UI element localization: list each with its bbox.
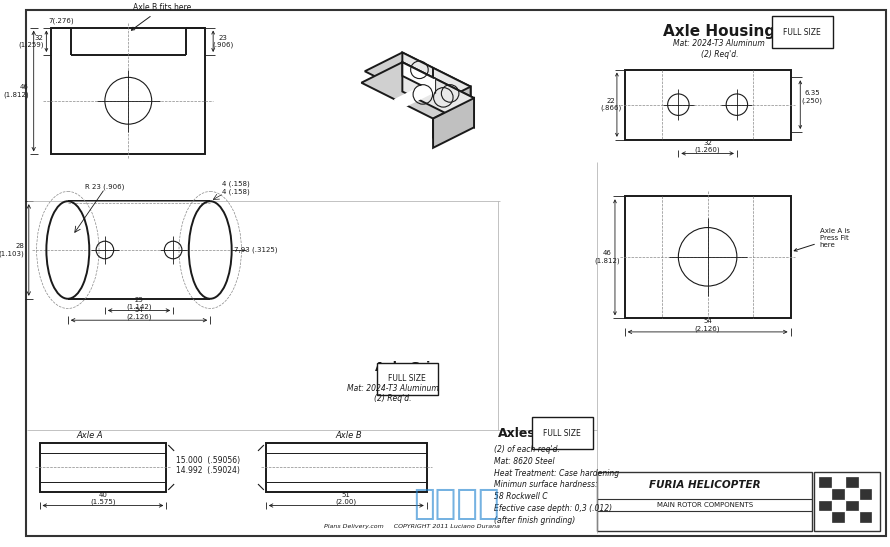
Bar	[832, 489, 844, 499]
Polygon shape	[433, 86, 471, 137]
Bar	[819, 501, 830, 510]
Text: MAIN ROTOR COMPONENTS: MAIN ROTOR COMPONENTS	[657, 502, 753, 508]
Polygon shape	[365, 53, 471, 106]
Text: 22
(.866): 22 (.866)	[601, 98, 622, 112]
Bar	[597, 473, 812, 531]
Text: 23
(.906): 23 (.906)	[213, 34, 233, 48]
Text: 4 (.158): 4 (.158)	[222, 181, 250, 187]
Bar	[846, 477, 858, 487]
Text: FULL SIZE: FULL SIZE	[388, 374, 426, 383]
Polygon shape	[433, 98, 474, 148]
Text: 32
(1.259): 32 (1.259)	[18, 34, 44, 48]
Text: 51
(2.00): 51 (2.00)	[336, 492, 357, 505]
Text: R 23 (.906): R 23 (.906)	[85, 183, 125, 190]
Text: 模友之吧: 模友之吧	[413, 487, 499, 521]
Bar	[846, 501, 858, 510]
Text: 15.000  (.59056): 15.000 (.59056)	[176, 456, 240, 465]
Text: 54
(2.126): 54 (2.126)	[695, 318, 720, 332]
Bar	[625, 196, 790, 318]
Polygon shape	[394, 79, 435, 113]
Polygon shape	[402, 62, 435, 92]
Text: FULL SIZE: FULL SIZE	[783, 27, 821, 37]
Polygon shape	[402, 53, 471, 118]
Text: Mat: 2024-T3 Aluminum
(2) Req'd.: Mat: 2024-T3 Aluminum (2) Req'd.	[347, 383, 439, 403]
Bar	[52, 27, 206, 154]
Text: Axle A: Axle A	[77, 431, 103, 440]
Bar	[860, 513, 871, 522]
Polygon shape	[402, 62, 474, 127]
Bar	[266, 443, 426, 492]
Text: 4 (.158): 4 (.158)	[222, 188, 250, 195]
Text: Mat: 2024-T3 Aluminum
(2) Req'd.: Mat: 2024-T3 Aluminum (2) Req'd.	[674, 39, 765, 59]
Text: Axle B: Axle B	[336, 431, 362, 440]
Text: 40
(1.575): 40 (1.575)	[90, 492, 116, 505]
Bar	[860, 489, 871, 499]
Text: Axles: Axles	[498, 427, 536, 440]
Text: FURIA HELICOPTER: FURIA HELICOPTER	[649, 480, 761, 490]
Text: 32
(1.260): 32 (1.260)	[695, 140, 720, 153]
Text: 14.992  (.59024): 14.992 (.59024)	[176, 466, 240, 475]
Bar	[819, 477, 830, 487]
Text: 29
(1.142): 29 (1.142)	[126, 297, 152, 310]
Bar	[39, 443, 166, 492]
Text: Axle Housing: Axle Housing	[663, 24, 775, 39]
Text: 54
(2.126): 54 (2.126)	[126, 307, 152, 320]
Text: FULL SIZE: FULL SIZE	[544, 429, 581, 438]
Text: 46
(1.812): 46 (1.812)	[4, 84, 28, 98]
Bar	[832, 513, 844, 522]
Text: (2) of each req'd.
Mat: 8620 Steel
Heat Treatment: Case hardening
Minimun surfac: (2) of each req'd. Mat: 8620 Steel Heat …	[494, 445, 619, 525]
Text: Axle A is
Press Fit
here: Axle A is Press Fit here	[794, 228, 850, 251]
Bar	[814, 473, 880, 531]
Text: 7,93 (.3125): 7,93 (.3125)	[234, 247, 278, 253]
Text: 6.35
(.250): 6.35 (.250)	[802, 90, 822, 103]
Polygon shape	[361, 62, 474, 119]
Bar	[625, 69, 790, 140]
Text: Axle Grip: Axle Grip	[376, 360, 440, 374]
Text: Axle B fits here: Axle B fits here	[132, 3, 191, 30]
Text: 46
(1.812): 46 (1.812)	[595, 250, 620, 264]
Text: 28
(1.103): 28 (1.103)	[0, 243, 24, 257]
Text: Plans Delivery.com     COPYRIGHT 2011 Luciano Durana: Plans Delivery.com COPYRIGHT 2011 Lucian…	[324, 525, 500, 529]
Text: 7(.276): 7(.276)	[48, 18, 74, 24]
